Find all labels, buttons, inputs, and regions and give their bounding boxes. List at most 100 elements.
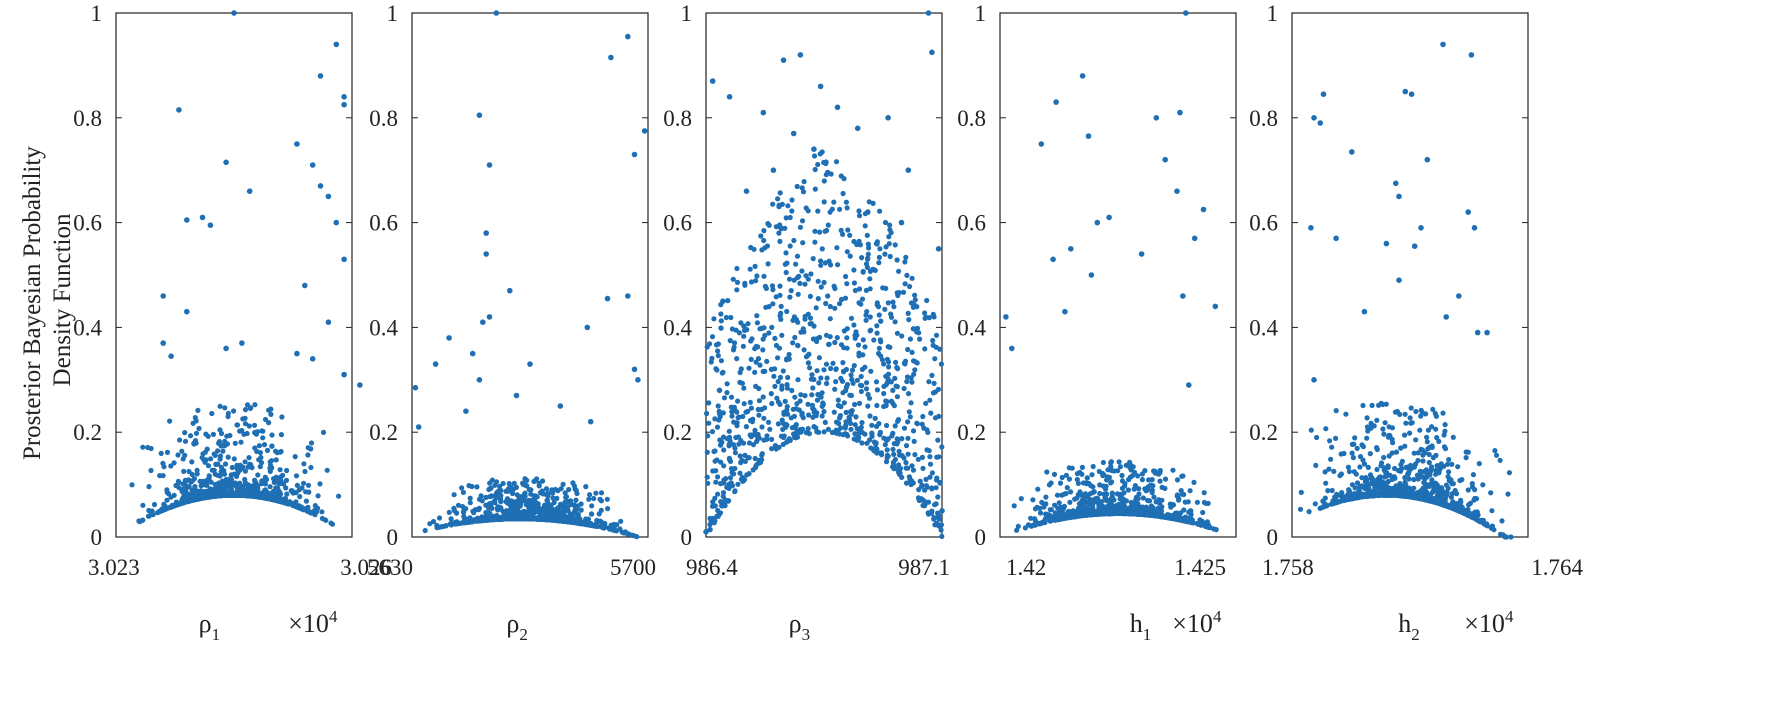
data-point bbox=[927, 454, 933, 460]
x-axis-subscript: 1 bbox=[212, 625, 221, 644]
data-point bbox=[890, 430, 896, 436]
data-point bbox=[784, 260, 790, 266]
data-point bbox=[1367, 451, 1373, 457]
data-point bbox=[494, 479, 500, 485]
data-point bbox=[1097, 490, 1103, 497]
data-point bbox=[555, 505, 561, 511]
y-tick-label: 0.8 bbox=[957, 106, 986, 131]
data-point bbox=[915, 456, 921, 462]
data-point bbox=[1203, 500, 1209, 506]
data-point bbox=[736, 441, 742, 447]
data-point bbox=[905, 435, 911, 441]
data-point bbox=[308, 440, 315, 446]
data-point bbox=[560, 481, 566, 487]
data-point bbox=[1407, 415, 1413, 421]
data-point bbox=[1141, 508, 1147, 514]
data-point bbox=[235, 483, 241, 489]
data-point bbox=[856, 213, 863, 219]
data-point bbox=[863, 386, 870, 392]
data-point bbox=[712, 518, 718, 524]
data-point bbox=[241, 492, 248, 498]
data-point bbox=[823, 159, 829, 165]
data-point bbox=[878, 339, 884, 345]
data-point bbox=[805, 360, 812, 366]
data-point bbox=[791, 316, 797, 322]
data-point bbox=[273, 457, 279, 463]
data-point bbox=[821, 178, 827, 184]
data-point bbox=[1055, 515, 1061, 521]
data-point bbox=[1455, 464, 1461, 470]
data-point bbox=[537, 490, 544, 496]
data-point bbox=[263, 495, 269, 501]
data-point bbox=[837, 206, 843, 212]
data-point bbox=[168, 463, 174, 469]
data-point bbox=[885, 453, 891, 459]
data-point bbox=[467, 495, 473, 501]
data-point bbox=[565, 504, 571, 510]
data-point bbox=[1345, 464, 1351, 470]
x-tick-label: 5700 bbox=[610, 555, 656, 580]
data-point bbox=[207, 222, 214, 228]
data-point bbox=[841, 328, 848, 334]
data-point bbox=[1094, 219, 1101, 226]
data-point bbox=[831, 199, 837, 205]
data-point bbox=[912, 359, 919, 365]
data-point bbox=[772, 335, 778, 341]
data-point bbox=[619, 529, 625, 535]
data-point bbox=[1106, 510, 1112, 517]
data-point bbox=[849, 367, 856, 373]
x-tick-label: 986.4 bbox=[686, 555, 738, 580]
data-point bbox=[901, 455, 907, 461]
data-point bbox=[182, 438, 189, 444]
data-point bbox=[1359, 442, 1365, 448]
data-point bbox=[788, 288, 794, 294]
data-point bbox=[863, 261, 870, 267]
data-point bbox=[812, 228, 818, 234]
data-point bbox=[832, 386, 838, 392]
data-point bbox=[728, 314, 734, 321]
data-point bbox=[309, 356, 316, 362]
data-point bbox=[882, 442, 888, 448]
data-point bbox=[305, 504, 311, 510]
data-point bbox=[931, 380, 937, 386]
data-point bbox=[1154, 512, 1161, 518]
data-point bbox=[838, 375, 844, 381]
data-point bbox=[718, 358, 725, 364]
data-point bbox=[862, 223, 868, 229]
data-point bbox=[733, 434, 739, 441]
data-point bbox=[513, 484, 520, 490]
data-point bbox=[446, 509, 452, 515]
data-point bbox=[543, 486, 550, 492]
data-point bbox=[715, 474, 721, 480]
data-point bbox=[589, 511, 595, 517]
data-point bbox=[184, 217, 190, 223]
x-axis-multiplier: ×104 bbox=[1172, 607, 1222, 638]
data-point bbox=[1079, 73, 1086, 79]
data-point bbox=[770, 167, 777, 173]
data-point bbox=[840, 190, 846, 197]
data-point bbox=[1176, 517, 1182, 523]
data-point bbox=[587, 492, 593, 498]
data-point bbox=[209, 410, 215, 417]
data-point bbox=[906, 474, 913, 480]
data-point bbox=[208, 479, 214, 485]
data-point bbox=[1343, 411, 1349, 417]
data-point bbox=[720, 500, 726, 506]
data-point bbox=[885, 376, 891, 382]
data-point bbox=[769, 400, 775, 407]
data-point bbox=[1082, 512, 1088, 518]
data-point bbox=[527, 507, 533, 513]
data-point bbox=[797, 280, 803, 286]
data-point bbox=[873, 440, 879, 446]
data-point bbox=[902, 358, 909, 364]
data-point bbox=[777, 238, 783, 244]
data-point bbox=[1357, 464, 1363, 470]
data-point bbox=[507, 484, 513, 490]
data-point bbox=[1064, 485, 1070, 491]
data-point bbox=[760, 336, 766, 342]
data-point bbox=[843, 199, 850, 205]
data-point bbox=[562, 490, 568, 496]
y-tick-label: 1 bbox=[681, 1, 693, 26]
